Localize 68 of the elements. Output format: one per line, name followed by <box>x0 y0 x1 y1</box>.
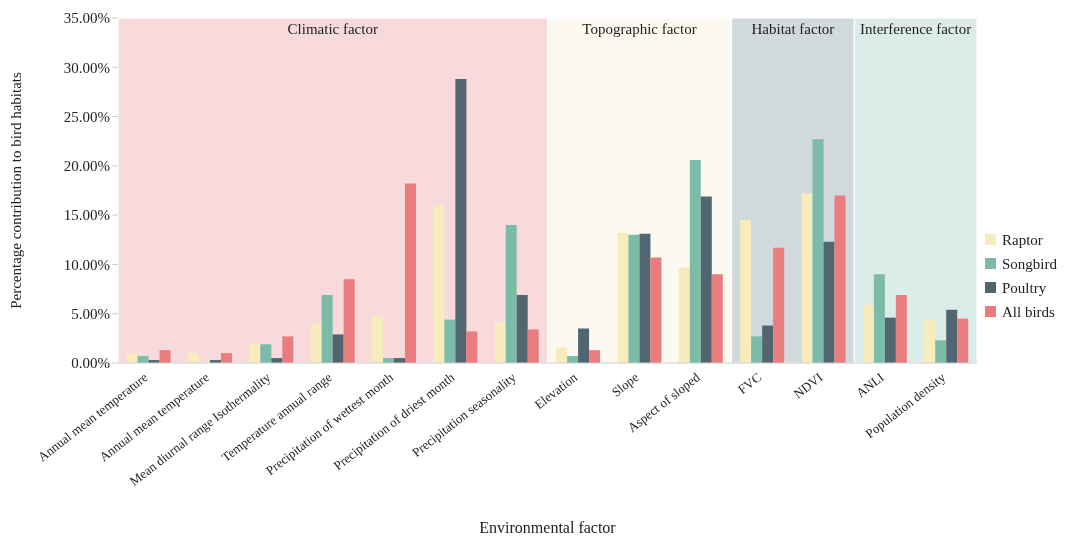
y-tick-label: 10.00% <box>63 256 110 273</box>
x-tick-label: Slope <box>608 369 642 400</box>
bar <box>678 267 690 363</box>
band-label: Habitat factor <box>751 20 835 37</box>
bar <box>873 274 885 363</box>
bar <box>823 241 835 363</box>
bar <box>751 336 763 363</box>
bar <box>935 340 947 363</box>
legend-label: All birds <box>1001 302 1055 322</box>
bar <box>650 257 662 363</box>
bar <box>773 247 785 363</box>
bar <box>321 294 333 363</box>
band-label: Interference factor <box>860 20 972 37</box>
y-tick-label: 15.00% <box>63 207 110 224</box>
bar <box>372 316 384 363</box>
bar <box>617 232 629 363</box>
bar <box>444 319 456 363</box>
bar <box>801 193 813 363</box>
bar <box>862 304 874 363</box>
bar <box>589 350 601 363</box>
bar <box>126 353 138 363</box>
bar <box>527 329 539 363</box>
bar <box>762 325 774 363</box>
bar <box>834 195 846 363</box>
bar <box>700 196 712 363</box>
bar <box>466 331 478 363</box>
bar <box>220 353 232 363</box>
bar <box>343 279 355 363</box>
band-label: Climatic factor <box>287 20 378 37</box>
bar <box>689 159 701 363</box>
bar <box>260 344 272 363</box>
bar <box>578 328 590 363</box>
bar <box>812 139 824 363</box>
bar <box>310 323 322 363</box>
bar <box>505 225 517 363</box>
x-axis-title: Environmental factor <box>479 519 617 536</box>
x-tick-label: FVC <box>734 369 765 397</box>
band-label: Topographic factor <box>582 20 697 37</box>
y-tick-label: 35.00% <box>63 10 110 27</box>
legend-label: Raptor <box>1001 230 1043 250</box>
legend-label: Songbird <box>1001 254 1057 274</box>
legend-label: Poultry <box>1001 278 1047 298</box>
bar <box>924 319 936 363</box>
bar <box>740 220 752 363</box>
bar <box>405 183 417 363</box>
bar <box>884 317 896 363</box>
y-tick-label: 0.00% <box>71 355 110 372</box>
bar <box>433 205 445 363</box>
bar <box>332 334 344 363</box>
y-tick-label: 25.00% <box>63 108 110 125</box>
bar <box>639 233 651 363</box>
bar <box>628 234 640 363</box>
bar <box>249 343 261 363</box>
bar <box>455 79 467 363</box>
bar <box>556 347 568 363</box>
bar <box>516 294 528 363</box>
bar <box>946 309 958 363</box>
bar <box>957 318 969 363</box>
bar <box>282 336 294 363</box>
bar <box>187 353 199 363</box>
y-tick-label: 5.00% <box>71 306 110 323</box>
bar <box>159 350 171 363</box>
y-tick-label: 30.00% <box>63 59 110 76</box>
y-axis-title: Percentage contribution to bird habitats <box>8 72 25 309</box>
y-tick-label: 20.00% <box>63 158 110 175</box>
bar <box>895 294 907 363</box>
bar <box>494 322 506 363</box>
bar <box>711 274 723 363</box>
